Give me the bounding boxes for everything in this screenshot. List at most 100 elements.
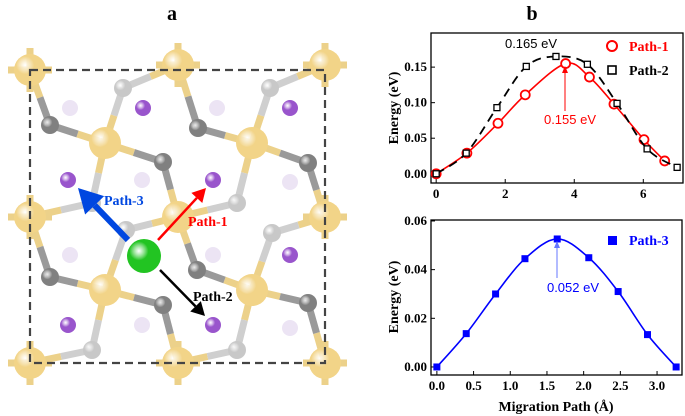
legend-marker-path-3 <box>608 236 617 245</box>
data-point-path-3 <box>462 330 470 338</box>
path-2-arrow <box>159 269 197 308</box>
light-gray-atom <box>228 341 246 359</box>
light-gray-atom <box>261 79 279 97</box>
x-tick-label: 6 <box>640 186 647 201</box>
dark-gray-atom <box>299 154 317 172</box>
data-point-path-3 <box>553 235 561 243</box>
data-point-path-2 <box>643 145 651 153</box>
purple-atom <box>205 317 221 333</box>
light-gray-atom <box>228 194 246 212</box>
path-1-arrow-head <box>191 188 206 203</box>
data-point-path-3 <box>492 290 500 298</box>
path-1-label: Path-1 <box>188 215 228 230</box>
legend-path-3: Path-3 <box>629 234 669 249</box>
dark-gray-atom <box>154 296 172 314</box>
light-gray-atom <box>263 224 281 242</box>
arrowhead-0155 <box>562 66 568 73</box>
migrating-atom <box>127 239 161 273</box>
data-point-path-3 <box>644 331 652 339</box>
dark-gray-atom <box>299 294 317 312</box>
path-2-label: Path-2 <box>193 290 233 305</box>
x-axis-label: Migration Path (Å) <box>498 399 613 415</box>
data-point-path-2 <box>552 52 560 61</box>
faint-atom <box>134 172 150 188</box>
yellow-atom <box>309 49 341 81</box>
annotation-0155: 0.155 eV <box>544 112 596 127</box>
x-tick-label: 4 <box>571 186 578 201</box>
annotation-0165: 0.165 eV <box>505 36 557 51</box>
data-point-path-2 <box>673 163 681 172</box>
y-tick-label: 0.00 <box>404 359 427 374</box>
data-point-path-2 <box>613 99 621 108</box>
path-3-label: Path-3 <box>104 194 144 209</box>
x-tick-label: 0.5 <box>465 378 482 393</box>
dark-gray-atom <box>189 119 207 137</box>
faint-atom <box>282 174 298 190</box>
data-point-path-2 <box>493 103 501 112</box>
x-tick-label: 0 <box>433 186 440 201</box>
crystal-structure <box>8 43 347 385</box>
data-point-path-1 <box>560 58 572 69</box>
purple-atom <box>60 317 76 333</box>
light-gray-atom <box>83 341 101 359</box>
data-point-path-3 <box>585 254 593 262</box>
legend-marker-path-2 <box>607 65 617 75</box>
light-gray-atom <box>114 79 132 97</box>
x-tick-label: 0.0 <box>429 378 445 393</box>
faint-atom <box>62 247 78 263</box>
migration-arrows <box>78 188 206 316</box>
series-line-path-2 <box>435 55 678 175</box>
legend-path-1: Path-1 <box>629 40 669 55</box>
legend-marker-path-1 <box>606 40 618 52</box>
yellow-atom <box>89 274 121 306</box>
legend-path-2: Path-2 <box>629 64 669 79</box>
bottom-y-axis-label: Energy (eV) <box>387 260 402 333</box>
faint-atom <box>205 247 221 263</box>
arrowhead-0052 <box>554 241 560 248</box>
x-tick-label: 3.0 <box>649 378 665 393</box>
panel-a-label: a <box>167 3 177 25</box>
purple-atom <box>205 172 221 188</box>
x-tick-label: 1.5 <box>539 378 556 393</box>
data-point-path-3 <box>614 288 622 296</box>
top-y-axis-label: Energy (eV) <box>387 71 402 144</box>
x-tick-label: 1.0 <box>502 378 518 393</box>
y-tick-label: 0.15 <box>404 59 427 74</box>
faint-atom <box>62 100 78 116</box>
faint-atom <box>209 100 225 116</box>
data-point-path-3 <box>433 363 441 371</box>
data-point-path-1 <box>584 71 595 83</box>
annotation-0052: 0.052 eV <box>547 280 599 295</box>
yellow-atom <box>89 127 121 159</box>
purple-atom <box>135 100 151 116</box>
dark-gray-atom <box>188 261 206 279</box>
y-tick-label: 0.02 <box>404 310 427 325</box>
faint-atom <box>282 320 298 336</box>
data-point-path-3 <box>521 255 529 263</box>
purple-atom <box>282 100 298 116</box>
purple-atom <box>282 247 298 263</box>
data-point-path-2 <box>462 149 470 157</box>
path-2-arrow-head <box>190 301 205 316</box>
x-tick-label: 2 <box>502 186 509 201</box>
y-tick-label: 0.04 <box>404 262 427 277</box>
path-3-arrow-head <box>78 188 105 215</box>
data-point-path-2 <box>432 170 440 178</box>
yellow-atom <box>236 127 268 159</box>
purple-atom <box>60 172 76 188</box>
path-3-arrow <box>92 203 131 243</box>
dark-gray-atom <box>41 268 59 286</box>
y-tick-label: 0.06 <box>404 213 427 228</box>
yellow-atom <box>162 49 194 81</box>
yellow-atom <box>14 347 46 379</box>
y-tick-label: 0.05 <box>404 130 427 145</box>
faint-atom <box>134 317 150 333</box>
data-point-path-2 <box>522 62 530 71</box>
x-tick-label: 2.0 <box>576 378 592 393</box>
plot-frame <box>430 32 684 184</box>
plot-frame <box>430 219 683 376</box>
data-point-path-1 <box>492 117 504 129</box>
data-point-path-1 <box>519 89 531 101</box>
x-tick-label: 2.5 <box>612 378 629 393</box>
